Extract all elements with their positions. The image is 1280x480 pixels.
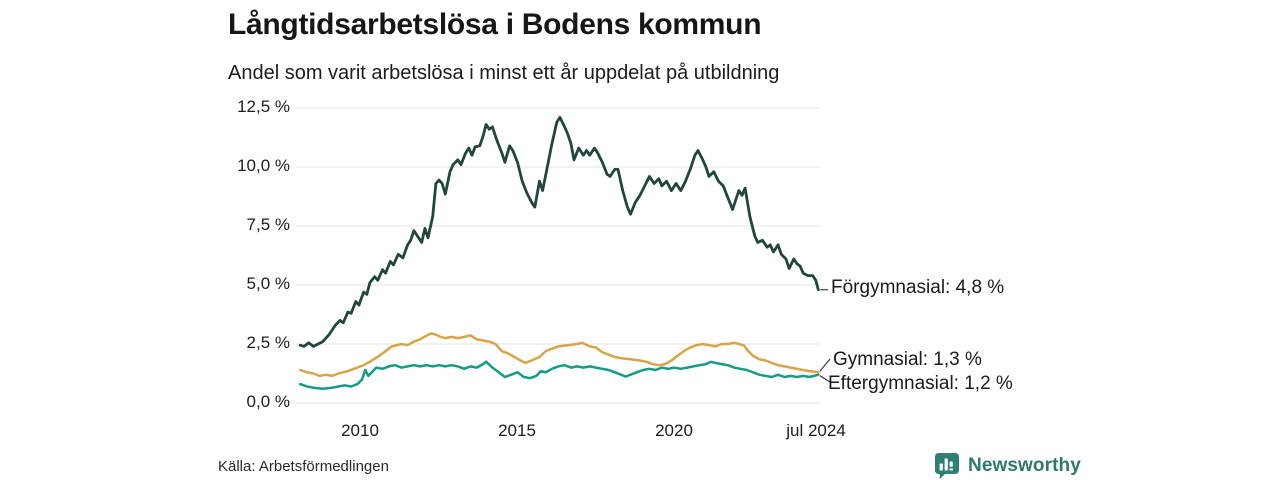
x-axis-tick-label: 2020 (655, 421, 693, 440)
source-note: Källa: Arbetsförmedlingen (218, 458, 389, 475)
x-axis-tick-label: jul 2024 (786, 421, 846, 440)
x-axis-tick-label: 2010 (341, 421, 379, 440)
y-axis-tick-label: 0,0 % (246, 392, 290, 411)
y-axis-tick-label: 5,0 % (246, 274, 290, 293)
brand-logo: Newsworthy (934, 452, 1081, 479)
series-label-eftergymnasial: Eftergymnasial: 1,2 % (828, 373, 1013, 394)
series-label-gymnasial: Gymnasial: 1,3 % (833, 349, 982, 370)
x-axis-tick-label: 2015 (498, 421, 536, 440)
chart-subtitle: Andel som varit arbetslösa i minst ett å… (228, 62, 780, 84)
y-axis-tick-label: 7,5 % (246, 215, 290, 234)
newsworthy-icon (935, 453, 959, 479)
y-axis-tick-label: 10,0 % (237, 156, 290, 175)
label-connector-line (819, 375, 831, 383)
y-axis-tick-label: 12,5 % (237, 97, 290, 116)
label-connector-line (819, 358, 831, 372)
chart-series-eftergymnasial (298, 360, 820, 391)
chart-series-förgymnasial (298, 116, 820, 348)
series-label-forgymnasial: Förgymnasial: 4,8 % (831, 277, 1005, 298)
y-axis-tick-label: 2,5 % (246, 333, 290, 352)
brand-name: Newsworthy (968, 454, 1081, 476)
chart-title: Långtidsarbetslösa i Bodens kommun (228, 8, 762, 41)
chart-series-gymnasial (298, 332, 820, 378)
